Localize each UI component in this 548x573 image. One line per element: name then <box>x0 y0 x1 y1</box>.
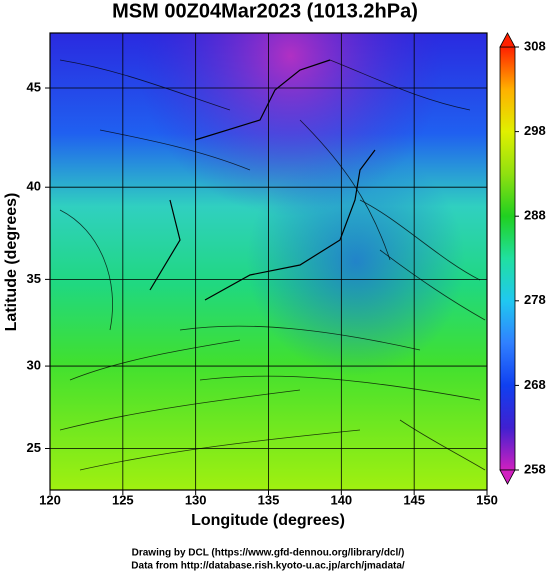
colorbar-tick-label: 268 <box>524 377 546 392</box>
colorbar-tick-label: 258 <box>524 461 546 476</box>
chart-title: MSM 00Z04Mar2023 (1013.2hPa) <box>112 0 418 22</box>
x-tick-label: 120 <box>39 492 61 507</box>
y-tick-label: 25 <box>27 440 41 455</box>
y-axis-label: Latitude (degrees) <box>3 193 20 332</box>
x-tick-label: 125 <box>112 492 134 507</box>
x-tick-label: 140 <box>330 492 352 507</box>
colorbar-min-arrow <box>499 469 516 485</box>
colorbar <box>499 46 516 471</box>
y-tick-label: 45 <box>27 79 41 94</box>
colorbar-tick-label: 288 <box>524 208 546 223</box>
x-tick-label: 145 <box>403 492 425 507</box>
colorbar-max-arrow <box>499 32 516 48</box>
y-tick-label: 40 <box>27 179 41 194</box>
colorbar-tick-label: 278 <box>524 292 546 307</box>
y-tick-label: 35 <box>27 271 41 286</box>
colorbar-tick-label: 298 <box>524 123 546 138</box>
x-tick-label: 130 <box>185 492 207 507</box>
x-axis-label: Longitude (degrees) <box>191 512 345 529</box>
colorbar-tick-label: 308 <box>524 38 546 53</box>
streamlines <box>59 59 486 471</box>
coastline <box>149 59 376 301</box>
footer-credit: Drawing by DCL (https://www.gfd-dennou.o… <box>132 548 405 559</box>
y-tick-label: 30 <box>27 358 41 373</box>
footer-source: Data from http://database.rish.kyoto-u.a… <box>131 561 405 572</box>
x-tick-label: 135 <box>258 492 280 507</box>
x-tick-label: 150 <box>476 492 498 507</box>
map-area <box>49 32 488 491</box>
